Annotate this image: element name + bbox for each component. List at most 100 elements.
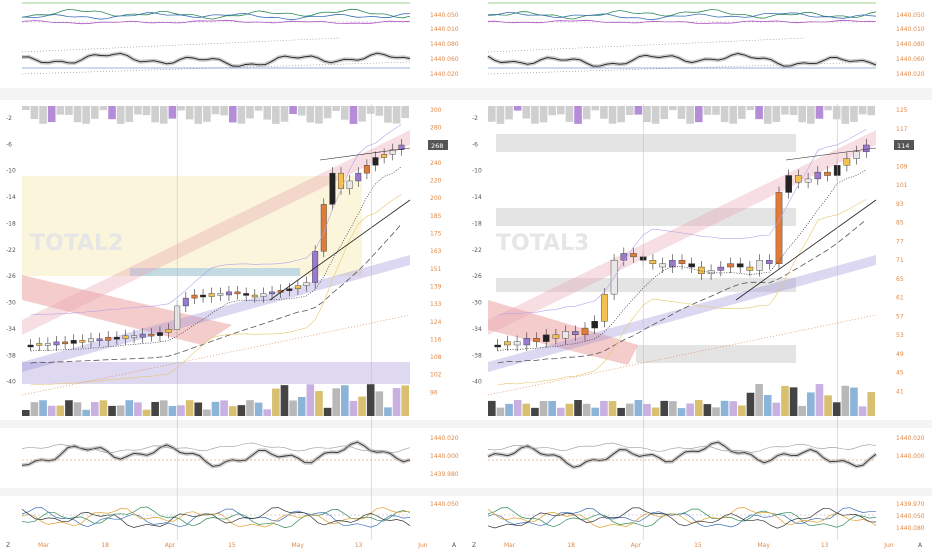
volume-bar [306, 384, 315, 416]
candle-body [234, 291, 241, 295]
volume-bar [643, 403, 651, 416]
volume-bar [496, 407, 505, 416]
top-histogram-bar [720, 106, 729, 123]
price-axis-label: 109 [896, 163, 908, 170]
volume-bar [47, 405, 56, 416]
volume-bar [375, 391, 384, 416]
time-axis-label: Mar [38, 542, 50, 549]
osc4-line [21, 507, 411, 528]
time-axis-label: 15 [228, 542, 236, 549]
candle-body [320, 204, 327, 252]
osc2-axis-label: 1440.060 [896, 56, 925, 63]
osc3-axis-label: 1440.020 [896, 435, 925, 442]
osc1-axis-label: 1440.010 [896, 26, 925, 33]
top-histogram-bar [358, 106, 366, 122]
price-axis-label: 101 [896, 182, 908, 189]
price-axis-label: 200 [430, 195, 442, 202]
left-axis-label: -2 [472, 115, 478, 122]
osc1-line [487, 8, 877, 20]
volume-bar [591, 407, 600, 416]
volume-bar [151, 401, 159, 416]
volume-bar [272, 388, 280, 416]
time-axis-label: 18 [567, 542, 575, 549]
top-histogram-bar [488, 106, 496, 122]
top-histogram-bar [315, 106, 323, 124]
osc3-line [21, 441, 411, 467]
top-histogram-bar [798, 106, 807, 123]
top-histogram-bar [832, 106, 841, 120]
volume-bar [488, 400, 496, 416]
top-histogram-bar [807, 106, 815, 124]
volume-bar [867, 392, 875, 416]
timezone-icon: Z [6, 542, 10, 549]
osc3-axis-label: 1440.000 [430, 453, 459, 460]
volume-bar [392, 388, 401, 416]
candle-body [329, 172, 336, 205]
top-histogram-bar [755, 106, 763, 120]
chart-right[interactable]: 1440.050 1440.010 1440.080 1440.060 1440.020… [466, 0, 932, 550]
price-axis-label: 280 [430, 125, 442, 132]
top-histogram-bar [746, 106, 755, 111]
left-axis-label: -10 [6, 168, 16, 175]
top-histogram-bar [694, 106, 703, 123]
top-histogram-bar [522, 106, 531, 119]
volume-bar [832, 402, 841, 416]
osc2-axis-label: 1440.080 [896, 41, 925, 48]
volume-bar [90, 402, 99, 416]
candle-body [775, 192, 783, 264]
trendline [785, 147, 877, 161]
top-histogram-bar [168, 106, 177, 119]
price-axis-label: 116 [430, 336, 442, 343]
osc1-line [21, 12, 411, 21]
price-axis-label: 77 [896, 238, 904, 245]
volume-bar [608, 401, 617, 416]
top-histogram-bar [686, 106, 694, 124]
candle-body [294, 285, 301, 289]
volume-bar [297, 396, 306, 416]
volume-bar [781, 385, 789, 416]
top-histogram-bar [375, 106, 384, 116]
top-histogram-bar [651, 106, 660, 124]
volume-bar [228, 406, 237, 416]
price-axis-label: 124 [430, 319, 442, 326]
price-axis-label: 117 [896, 126, 908, 133]
candle-body [824, 171, 831, 176]
price-axis-label: 61 [896, 295, 904, 302]
price-axis-label: 220 [430, 178, 442, 185]
candle-body [36, 343, 43, 346]
pane-separator [466, 88, 932, 100]
top-histogram-bar [246, 106, 254, 119]
candle-body [542, 334, 550, 342]
volume-bar [729, 401, 738, 416]
volume-bar [815, 384, 824, 416]
volume-bar [401, 385, 409, 416]
volume-bar [677, 408, 686, 416]
volume-bar [384, 407, 392, 416]
candle-body [88, 338, 94, 343]
price-axis-label: 96 [430, 389, 438, 396]
top-histogram-bar [366, 106, 375, 114]
auto-scale-icon: A [918, 542, 923, 549]
top-histogram-bar [789, 106, 798, 116]
volume-bar [358, 396, 366, 416]
volume-bar [712, 407, 720, 416]
candle-body [601, 293, 608, 322]
top-histogram-bar [177, 106, 185, 111]
volume-bar [22, 410, 30, 416]
osc4-axis-label: 1439.970 [896, 501, 925, 508]
volume-bar [505, 403, 513, 416]
top-histogram-bar [99, 106, 108, 111]
candle-body [678, 260, 686, 264]
time-axis-label: 15 [694, 542, 702, 549]
candle-body [591, 321, 599, 329]
top-histogram-bar [211, 106, 220, 115]
top-histogram-bar [703, 106, 712, 115]
ma-long [30, 223, 402, 364]
volume-bar [125, 400, 134, 416]
ma-long [497, 219, 867, 364]
price-tag [894, 140, 914, 150]
chart-left[interactable]: 1440.050 1440.010 1440.080 1440.060 1440.020… [0, 0, 466, 550]
top-histogram-bar [254, 106, 263, 111]
osc1-line [21, 19, 411, 25]
time-axis-label: Apr [631, 542, 642, 549]
